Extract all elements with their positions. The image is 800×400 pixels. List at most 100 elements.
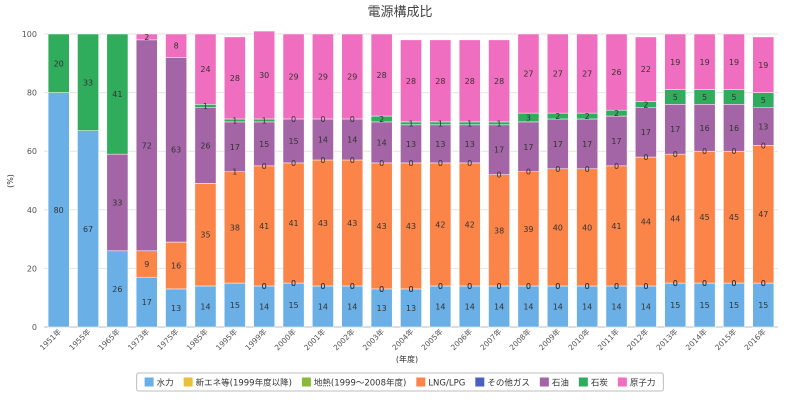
data-label: 1: [232, 168, 237, 177]
x-tick-label: 1965年: [96, 326, 122, 352]
bar-segment: [194, 33, 217, 105]
data-label: 0: [291, 115, 296, 124]
bar-segment: [47, 33, 70, 93]
bar-segment: [429, 39, 452, 123]
legend-label: LNG/LPG: [428, 379, 465, 389]
data-label: 14: [553, 302, 563, 311]
data-label: 17: [611, 137, 621, 146]
data-label: 28: [494, 77, 504, 86]
data-label: 40: [553, 223, 563, 232]
data-label: 0: [614, 282, 619, 291]
data-label: 8: [174, 42, 179, 51]
data-label: 28: [465, 77, 475, 86]
data-label: 19: [700, 58, 710, 67]
data-label: 28: [377, 71, 387, 80]
bar-segment: [370, 33, 393, 117]
data-label: 14: [200, 302, 210, 311]
data-label: 0: [643, 282, 648, 291]
data-label: 27: [582, 70, 592, 79]
y-tick-label: 20: [27, 264, 37, 273]
data-label: 0: [673, 150, 678, 159]
data-label: 0: [408, 285, 413, 294]
data-label: 0: [673, 279, 678, 288]
legend-item[interactable]: 地熱(1999～2008年度): [301, 377, 406, 389]
legend-item[interactable]: LNG/LPG: [416, 377, 465, 389]
bar-segment: [576, 33, 598, 114]
x-axis-label: (年度): [396, 354, 418, 364]
data-label: 45: [729, 213, 739, 222]
legend-item[interactable]: 新エネ等(1999年度以降): [183, 377, 292, 389]
bar-segment: [458, 39, 481, 123]
data-label: 26: [112, 285, 122, 294]
data-label: 27: [523, 70, 533, 79]
data-label: 0: [497, 171, 502, 180]
data-label: 0: [761, 279, 766, 288]
legend-swatch: [301, 377, 311, 387]
data-label: 2: [144, 33, 149, 42]
data-label: 2: [614, 109, 619, 118]
data-label: 14: [611, 302, 621, 311]
legend-item[interactable]: 石油: [539, 377, 569, 389]
legend-item[interactable]: その他ガス: [475, 377, 530, 389]
data-label: 14: [641, 302, 651, 311]
data-label: 39: [523, 225, 533, 234]
data-label: 15: [670, 301, 680, 310]
legend-frame: [136, 372, 664, 392]
legend-label: 水力: [157, 378, 174, 389]
bar-segment: [77, 33, 99, 131]
bar-segment: [635, 36, 657, 102]
legend-swatch: [144, 377, 154, 387]
data-label: 0: [350, 156, 355, 165]
data-label: 13: [377, 304, 387, 313]
data-label: 2: [379, 115, 384, 124]
x-tick-label: 1951年: [37, 326, 63, 352]
data-label: 15: [700, 301, 710, 310]
data-label: 14: [347, 135, 357, 144]
data-label: 17: [142, 298, 152, 307]
data-label: 3: [526, 114, 531, 123]
data-label: 15: [729, 301, 739, 310]
data-label: 44: [641, 218, 651, 227]
data-label: 41: [112, 90, 122, 99]
data-label: 44: [670, 215, 680, 224]
data-label: 43: [406, 222, 416, 231]
legend-item[interactable]: 水力: [144, 377, 174, 389]
data-label: 0: [643, 282, 648, 291]
data-label: 1: [467, 119, 472, 128]
bar-segment: [546, 33, 569, 114]
data-label: 13: [406, 304, 416, 313]
bar-segment: [253, 30, 276, 120]
data-label: 15: [288, 137, 298, 146]
x-tick-label: 2008年: [507, 326, 533, 352]
x-tick-label: 1975年: [155, 326, 181, 352]
data-label: 41: [611, 222, 621, 231]
data-label: 0: [526, 282, 531, 291]
data-label: 1: [438, 119, 443, 128]
data-label: 17: [523, 143, 533, 152]
data-label: 5: [761, 96, 766, 105]
data-label: 14: [465, 302, 475, 311]
data-label: 14: [523, 302, 533, 311]
data-label: 0: [379, 285, 384, 294]
legend-swatch: [617, 377, 627, 387]
data-label: 2: [555, 112, 560, 121]
data-label: 16: [171, 261, 181, 270]
bar-segment: [165, 33, 187, 58]
data-label: 29: [288, 72, 298, 81]
data-label: 42: [465, 220, 475, 229]
legend-item[interactable]: 原子力: [617, 377, 656, 389]
data-label: 80: [54, 206, 64, 215]
y-tick-label: 0: [32, 323, 37, 332]
bar-segment: [400, 39, 422, 123]
x-tick-label: 2009年: [536, 326, 562, 352]
legend-item[interactable]: 石炭: [578, 377, 609, 389]
data-label: 20: [54, 59, 64, 68]
data-label: 43: [377, 222, 387, 231]
data-labels: 8020673326334117972213166381435261241538…: [54, 33, 769, 313]
legend-swatch: [183, 377, 193, 387]
bar-segment: [282, 33, 305, 120]
data-label: 0: [262, 282, 267, 291]
data-label: 27: [553, 70, 563, 79]
data-label: 0: [555, 165, 560, 174]
